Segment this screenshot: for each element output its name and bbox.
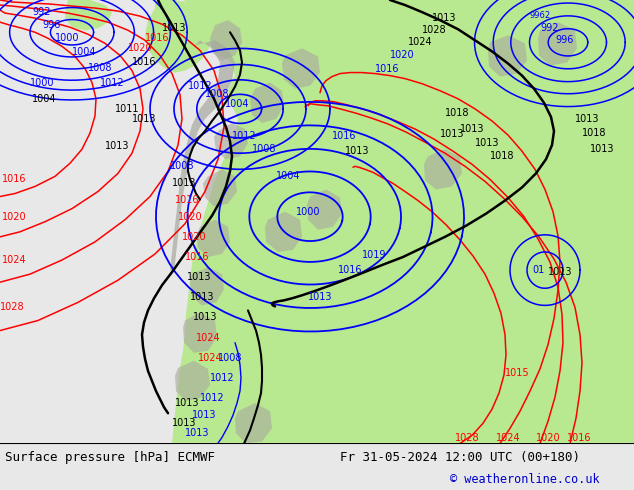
Text: 1024: 1024: [2, 255, 27, 265]
Text: 1020: 1020: [182, 232, 207, 242]
Text: 1028: 1028: [0, 302, 25, 313]
Text: 1013: 1013: [308, 293, 332, 302]
Text: 996: 996: [555, 35, 573, 45]
Text: 1000: 1000: [296, 207, 321, 217]
Text: 1016: 1016: [338, 265, 363, 275]
Text: 1016: 1016: [375, 64, 399, 74]
Text: 1013: 1013: [193, 313, 217, 322]
Polygon shape: [170, 40, 235, 272]
Text: 1012: 1012: [232, 131, 257, 141]
Text: 1013: 1013: [548, 267, 573, 277]
Polygon shape: [203, 170, 237, 207]
Text: 1013: 1013: [345, 146, 370, 156]
Polygon shape: [265, 212, 302, 252]
Text: 1016: 1016: [567, 434, 592, 443]
Text: 1019: 1019: [362, 250, 387, 260]
Text: 1024: 1024: [196, 333, 221, 343]
Text: 1012: 1012: [210, 373, 235, 383]
Text: 992: 992: [540, 23, 559, 33]
Text: 1013: 1013: [432, 13, 456, 23]
Polygon shape: [282, 49, 320, 89]
Text: 1000: 1000: [30, 77, 55, 88]
Text: 1016: 1016: [175, 195, 200, 204]
Text: 996: 996: [42, 20, 60, 30]
Text: 1013: 1013: [192, 410, 216, 420]
Text: 1016: 1016: [185, 252, 209, 262]
Text: 1008: 1008: [218, 353, 242, 363]
Text: 1013: 1013: [440, 129, 465, 139]
Text: 1013: 1013: [590, 144, 614, 154]
Text: 1013: 1013: [187, 272, 212, 282]
Text: 1004: 1004: [225, 99, 250, 109]
Polygon shape: [65, 0, 112, 30]
Polygon shape: [197, 220, 230, 257]
Text: 1012: 1012: [100, 77, 125, 88]
Text: Surface pressure [hPa] ECMWF: Surface pressure [hPa] ECMWF: [5, 451, 215, 464]
Text: 1013: 1013: [162, 23, 186, 33]
Text: 1018: 1018: [490, 151, 515, 161]
Text: 1013: 1013: [575, 114, 600, 124]
Text: 1012: 1012: [188, 81, 212, 91]
Text: © weatheronline.co.uk: © weatheronline.co.uk: [450, 473, 600, 487]
Text: 1013: 1013: [132, 114, 157, 124]
Text: 1013: 1013: [185, 428, 209, 439]
Text: 1020: 1020: [178, 212, 203, 221]
Polygon shape: [210, 20, 242, 60]
Polygon shape: [172, 0, 634, 443]
Text: 1016: 1016: [132, 57, 157, 68]
Polygon shape: [520, 0, 634, 111]
Text: 1013: 1013: [475, 138, 500, 148]
Text: 1011: 1011: [115, 104, 139, 114]
Text: 1024: 1024: [496, 434, 521, 443]
Text: 1000: 1000: [55, 33, 79, 43]
Text: 1013: 1013: [190, 293, 214, 302]
Text: 1024: 1024: [198, 353, 223, 363]
Polygon shape: [488, 35, 527, 76]
Text: 1013: 1013: [460, 124, 484, 134]
Text: 1024: 1024: [408, 37, 432, 48]
Text: 1016: 1016: [2, 174, 27, 184]
Text: 1020: 1020: [390, 50, 415, 60]
Text: 01: 01: [532, 265, 544, 275]
Text: 1013: 1013: [172, 418, 197, 428]
Text: 1018: 1018: [582, 128, 607, 138]
Text: 1016: 1016: [332, 131, 356, 141]
Text: 1013: 1013: [175, 398, 200, 408]
Text: 1020: 1020: [536, 434, 560, 443]
Text: 1012: 1012: [200, 393, 224, 403]
Text: 1015: 1015: [505, 368, 529, 378]
Text: 1008: 1008: [88, 63, 112, 73]
Text: 1020: 1020: [2, 212, 27, 221]
Polygon shape: [307, 190, 342, 230]
Polygon shape: [145, 0, 220, 73]
Polygon shape: [250, 83, 284, 123]
Text: 1016: 1016: [145, 33, 169, 43]
Polygon shape: [235, 403, 272, 443]
Text: 1008: 1008: [205, 89, 230, 98]
Polygon shape: [175, 361, 210, 401]
Polygon shape: [424, 149, 462, 190]
Polygon shape: [538, 22, 577, 66]
Text: 1004: 1004: [72, 48, 96, 57]
Polygon shape: [183, 313, 217, 353]
Text: 1008: 1008: [170, 161, 195, 172]
Polygon shape: [214, 123, 248, 159]
Text: 1028: 1028: [455, 434, 480, 443]
Text: 9962: 9962: [530, 11, 551, 20]
Text: Fr 31-05-2024 12:00 UTC (00+180): Fr 31-05-2024 12:00 UTC (00+180): [340, 451, 580, 464]
Text: 1018: 1018: [445, 108, 470, 118]
Polygon shape: [190, 267, 224, 305]
Text: 1020: 1020: [128, 44, 153, 53]
Text: 1013: 1013: [172, 178, 197, 189]
Text: 1004: 1004: [276, 172, 301, 181]
Text: 1013: 1013: [105, 141, 129, 151]
Text: 1028: 1028: [422, 25, 446, 35]
Text: 1008: 1008: [252, 144, 276, 154]
Text: 992: 992: [32, 7, 51, 17]
Text: 1004: 1004: [32, 94, 56, 104]
